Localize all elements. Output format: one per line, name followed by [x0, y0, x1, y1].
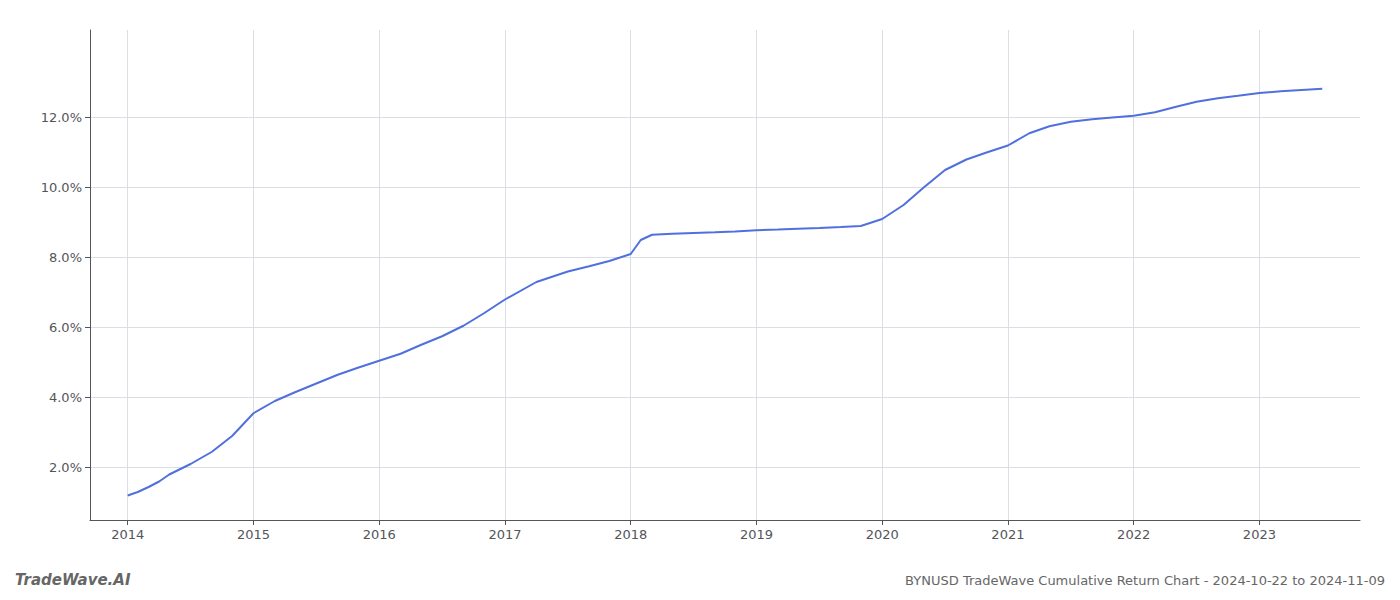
- svg-text:2.0%: 2.0%: [49, 460, 82, 475]
- svg-text:2021: 2021: [991, 527, 1024, 542]
- svg-text:4.0%: 4.0%: [49, 390, 82, 405]
- svg-text:TradeWave.AI: TradeWave.AI: [15, 571, 131, 589]
- svg-text:6.0%: 6.0%: [49, 320, 82, 335]
- svg-text:2015: 2015: [237, 527, 270, 542]
- svg-text:BYNUSD TradeWave Cumulative Re: BYNUSD TradeWave Cumulative Return Chart…: [905, 573, 1385, 588]
- svg-text:2017: 2017: [488, 527, 521, 542]
- svg-text:2016: 2016: [363, 527, 396, 542]
- svg-text:2023: 2023: [1243, 527, 1276, 542]
- svg-text:12.0%: 12.0%: [41, 110, 82, 125]
- svg-text:2019: 2019: [740, 527, 773, 542]
- svg-text:2014: 2014: [111, 527, 144, 542]
- svg-text:8.0%: 8.0%: [49, 250, 82, 265]
- svg-text:2020: 2020: [866, 527, 899, 542]
- svg-text:10.0%: 10.0%: [41, 180, 82, 195]
- svg-text:2018: 2018: [614, 527, 647, 542]
- svg-text:2022: 2022: [1117, 527, 1150, 542]
